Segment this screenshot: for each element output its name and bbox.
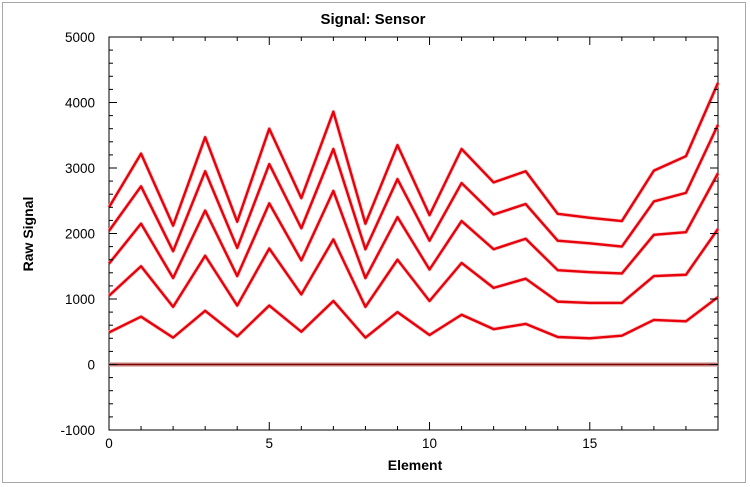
y-tick-label: 3000	[65, 161, 95, 176]
y-tick-label: 5000	[65, 30, 95, 45]
series-line-4	[108, 124, 720, 253]
x-tick-label: 15	[582, 436, 597, 451]
y-tick-label: 1000	[65, 292, 95, 307]
series-line-3	[108, 172, 720, 280]
series-layer	[107, 82, 720, 367]
plot-area	[108, 36, 719, 431]
x-tick-label: 10	[422, 436, 437, 451]
y-tick-label: -1000	[60, 423, 95, 438]
y-tick-label: 2000	[65, 227, 95, 242]
plot-border	[108, 36, 719, 431]
tick-labels: 0 5 10 15 -1000 0 1000 2000 3000 4000 5000	[60, 30, 597, 451]
x-tick-label: 5	[266, 436, 274, 451]
y-tick-label: 0	[87, 358, 95, 373]
series-line-1	[108, 296, 719, 340]
chart-title: Signal: Sensor	[320, 11, 425, 28]
series-line-2	[108, 228, 719, 309]
series-line-5	[107, 82, 720, 227]
x-axis-title: Element	[388, 457, 443, 473]
y-tick-label: 4000	[65, 96, 95, 111]
ticks-layer	[108, 36, 719, 431]
y-axis-title: Raw Signal	[20, 197, 36, 272]
x-tick-label: 0	[105, 436, 113, 451]
